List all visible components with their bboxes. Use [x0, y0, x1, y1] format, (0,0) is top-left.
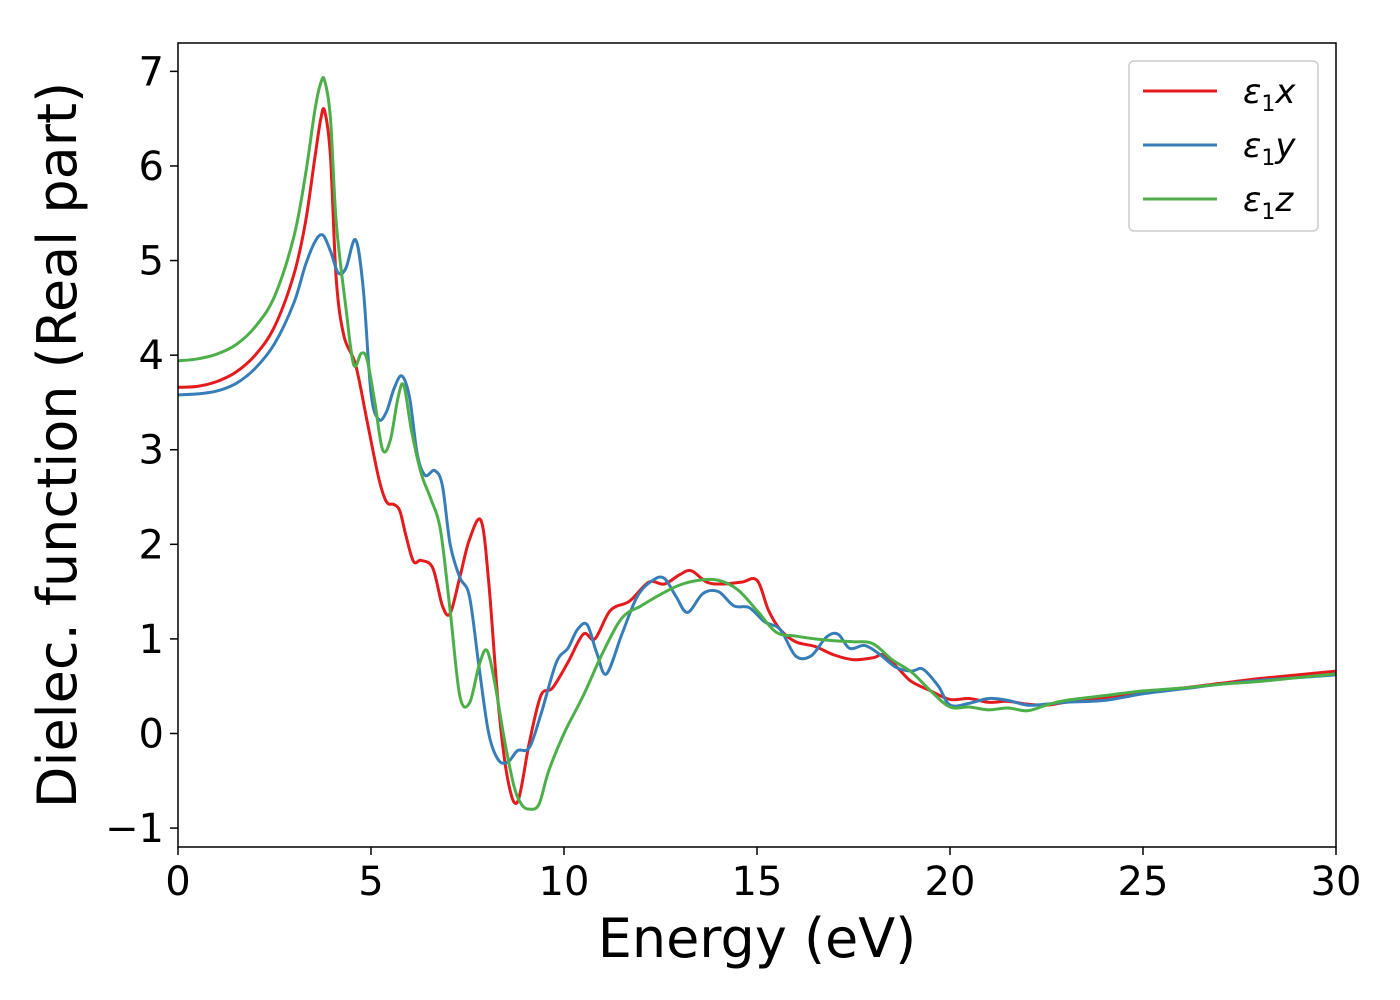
- y-tick-label: 1: [139, 617, 164, 663]
- legend-box: [1128, 60, 1319, 232]
- series-line-x: [177, 107, 1337, 805]
- y-tick-label: 2: [139, 522, 164, 568]
- x-tick-label: 15: [732, 859, 783, 905]
- y-tick-label: 4: [139, 333, 164, 379]
- plot-lines: [177, 76, 1337, 811]
- y-tick-label: 7: [139, 49, 164, 95]
- x-axis-label: Energy (eV): [598, 907, 917, 970]
- x-axis: 0 5 10 15 20 25 30: [165, 847, 1361, 905]
- legend-label: ε1y: [1243, 126, 1296, 171]
- x-tick-label: 30: [1311, 859, 1362, 905]
- x-tick-label: 10: [539, 859, 590, 905]
- series-line-y: [177, 233, 1337, 765]
- legend-label: ε1z: [1243, 180, 1294, 225]
- y-axis-label: Dielec. function (Real part): [26, 82, 89, 808]
- legend-label: ε1x: [1243, 72, 1296, 117]
- y-tick-label: 0: [139, 711, 164, 757]
- y-tick-label: 6: [139, 144, 164, 190]
- x-tick-label: 25: [1118, 859, 1169, 905]
- legend-item-z: ε1z: [1143, 180, 1294, 225]
- y-tick-label: −1: [105, 806, 164, 852]
- x-tick-label: 0: [165, 859, 190, 905]
- legend-item-y: ε1y: [1143, 126, 1296, 171]
- y-tick-label: 3: [139, 428, 164, 474]
- x-tick-label: 20: [925, 859, 976, 905]
- x-tick-label: 5: [358, 859, 383, 905]
- y-tick-label: 5: [139, 239, 164, 285]
- series-line-z: [177, 76, 1337, 811]
- y-axis: −1 0 1 2 3 4 5 6 7: [105, 49, 178, 852]
- legend-item-x: ε1x: [1143, 72, 1296, 117]
- legend: ε1x ε1y ε1z: [1128, 60, 1319, 232]
